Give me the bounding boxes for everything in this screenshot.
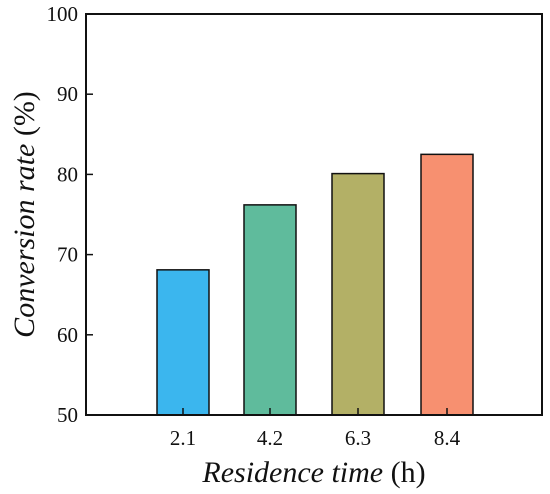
x-tick-label: 2.1 xyxy=(170,426,196,450)
x-axis-title-text: Residence time xyxy=(201,456,383,489)
y-axis-title-unit: (%) xyxy=(8,91,41,136)
bar-2.1 xyxy=(156,269,210,416)
plot-frame xyxy=(85,13,543,416)
y-tick-label: 80 xyxy=(57,162,78,186)
bars-group xyxy=(156,153,474,416)
y-tick-label: 60 xyxy=(57,323,78,347)
x-tick-label: 6.3 xyxy=(345,426,371,450)
y-tick-label: 100 xyxy=(47,2,79,26)
y-tick-label: 90 xyxy=(57,82,78,106)
x-tick-label: 4.2 xyxy=(257,426,283,450)
y-axis-title: Conversion rate (%) xyxy=(8,91,41,338)
y-axis-title-text: Conversion rate xyxy=(8,144,41,338)
y-tick-label: 50 xyxy=(57,403,78,427)
y-tick-label: 70 xyxy=(57,243,78,267)
x-tick-label: 8.4 xyxy=(434,426,461,450)
bar-8.4 xyxy=(420,153,474,416)
x-axis-title: Residence time (h) xyxy=(201,456,425,489)
bar-4.2 xyxy=(243,204,297,416)
x-axis-ticks: 2.1 4.2 6.3 8.4 xyxy=(170,408,461,450)
x-axis-title-unit: (h) xyxy=(391,456,426,489)
bar-6.3 xyxy=(331,172,385,416)
y-axis-ticks: 50 60 70 80 90 100 xyxy=(47,2,93,427)
